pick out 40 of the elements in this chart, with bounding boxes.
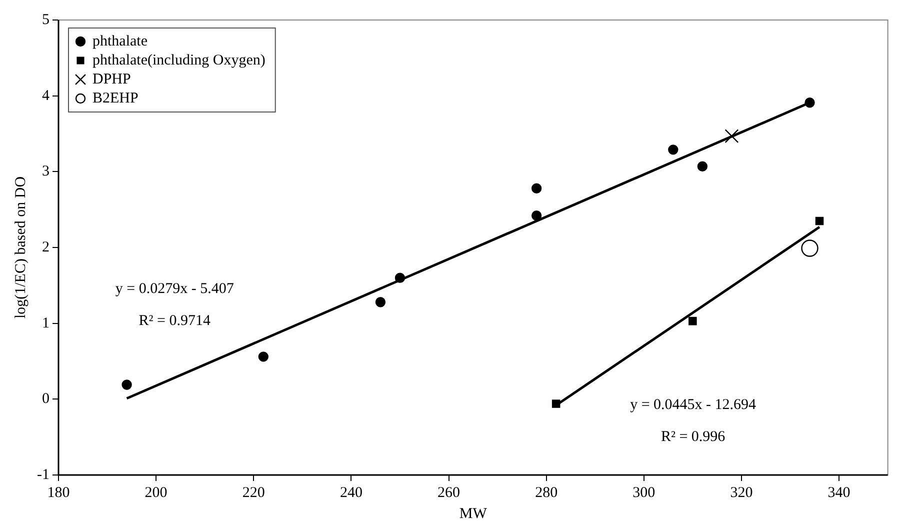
y-tick-label: 0	[42, 391, 50, 408]
x-tick-label: 260	[438, 484, 460, 501]
point	[394, 272, 406, 283]
legend-label: DPHP	[92, 71, 131, 88]
y-tick-label: 1	[42, 315, 50, 332]
y-tick-label: 3	[42, 164, 50, 180]
x-tick-label: 180	[47, 484, 70, 501]
point	[531, 210, 542, 221]
point	[122, 380, 132, 390]
point	[724, 129, 739, 143]
point	[697, 161, 708, 172]
point	[668, 144, 678, 155]
x-tick-label: 240	[340, 484, 362, 501]
point	[552, 400, 560, 408]
y-axis-title: log(1/EC) based on DO	[12, 176, 29, 319]
y-tick-label: -1	[36, 466, 50, 483]
annotation: R² = 0.9714	[138, 312, 211, 329]
annotation: y = 0.0279x - 5.407	[115, 280, 234, 297]
annotation: R² = 0.996	[660, 429, 726, 446]
point	[815, 216, 824, 226]
x-tick-label: 300	[632, 484, 656, 501]
x-tick-label: 280	[535, 484, 558, 501]
point	[258, 352, 268, 362]
point	[688, 316, 697, 326]
x-tick-label: 340	[828, 484, 850, 501]
legend-label: phthalate	[92, 33, 148, 50]
annotation: y = 0.0445x - 12.694	[630, 397, 757, 414]
point	[375, 297, 386, 308]
point	[531, 183, 542, 194]
y-tick-label: 2	[42, 239, 50, 256]
x-tick-label: 220	[242, 484, 265, 501]
x-axis-title: MW	[459, 506, 488, 522]
point	[804, 98, 815, 108]
x-tick-label: 320	[730, 484, 753, 501]
legend-label: phthalate(including Oxygen)	[92, 52, 266, 68]
y-tick-label: 5	[42, 12, 50, 28]
x-tick-label: 200	[144, 484, 168, 501]
point	[801, 240, 818, 257]
legend-label: B2EHP	[92, 90, 138, 106]
y-tick-label: 4	[42, 88, 50, 104]
